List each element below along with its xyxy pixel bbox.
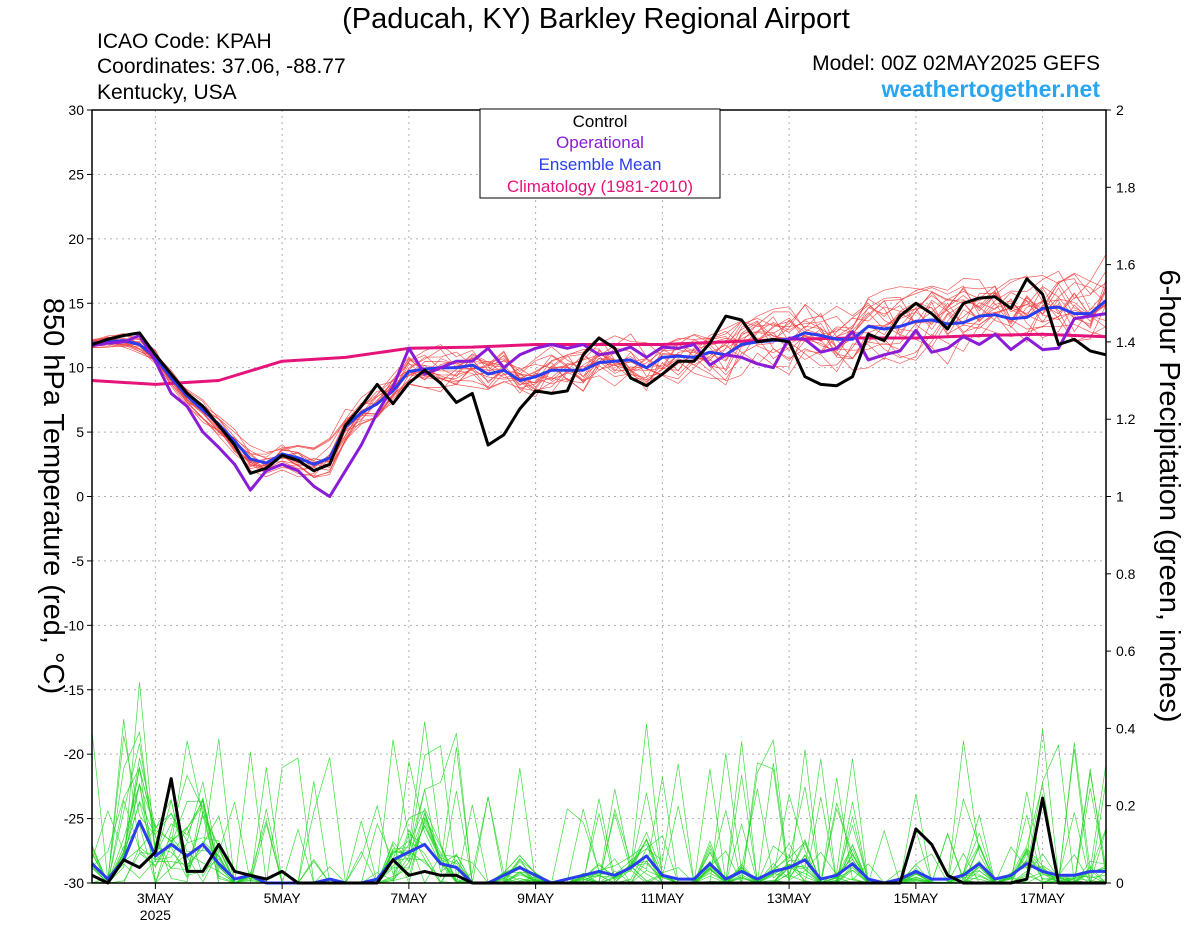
- y-tick-label: 5: [76, 424, 84, 440]
- y2-tick-label: 1.8: [1116, 179, 1136, 195]
- y2-tick-label: 0.8: [1116, 566, 1136, 582]
- y-tick-label: -20: [64, 746, 84, 762]
- icao-code: ICAO Code: KPAH: [97, 30, 272, 53]
- x-tick-label: 17MAY: [1020, 890, 1066, 906]
- operational-temp-line: [91, 312, 1107, 498]
- x-tick-label: 7MAY: [390, 890, 428, 906]
- legend-control: Control: [573, 112, 628, 131]
- temp-member-line: [91, 254, 1107, 477]
- site-link[interactable]: weathertogether.net: [880, 76, 1100, 102]
- chart-title: (Paducah, KY) Barkley Regional Airport: [342, 3, 850, 35]
- y2-tick-label: 1.6: [1116, 257, 1136, 273]
- legend-box: [479, 108, 721, 199]
- x-tick-label: 15MAY: [893, 890, 939, 906]
- ensemble-mean-precip-line: [90, 819, 1106, 885]
- x-tick-label: 9MAY: [517, 890, 555, 906]
- y-tick-label: 30: [68, 102, 84, 118]
- control-temp-line: [91, 277, 1107, 475]
- axis-ticks: 302520151050-5-10-15-20-25-3021.81.61.41…: [64, 102, 1136, 923]
- legend-operational: Operational: [556, 133, 644, 152]
- x-tick-label: 11MAY: [640, 890, 684, 906]
- y-tick-label: -5: [72, 553, 85, 569]
- y2-tick-label: 0.4: [1116, 720, 1136, 736]
- coordinates: Coordinates: 37.06, -88.77: [97, 55, 346, 78]
- y-tick-label: 10: [68, 360, 84, 376]
- y-tick-label: -10: [64, 617, 84, 633]
- legend-ensemble-mean: Ensemble Mean: [539, 155, 662, 174]
- y-tick-label: 20: [68, 231, 84, 247]
- legend: Control Operational Ensemble Mean Climat…: [479, 108, 721, 199]
- y-tick-label: -25: [64, 811, 84, 827]
- y-axis-label: 850 hPa Temperature (red, °C): [37, 298, 69, 694]
- y2-tick-label: 2: [1116, 102, 1124, 118]
- y2-tick-label: 1.4: [1116, 334, 1136, 350]
- y-tick-label: 15: [68, 295, 84, 311]
- region: Kentucky, USA: [97, 81, 237, 104]
- y2-tick-label: 0.6: [1116, 643, 1136, 659]
- y-tick-label: -30: [64, 875, 84, 891]
- x-tick-label: 13MAY: [767, 890, 813, 906]
- y2-tick-label: 1.2: [1116, 411, 1136, 427]
- temp-member-line: [91, 273, 1107, 467]
- y2-axis-label: 6-hour Precipitation (green, inches): [1153, 270, 1185, 723]
- y2-tick-label: 1: [1116, 489, 1124, 505]
- x-tick-label: 5MAY: [264, 890, 302, 906]
- y-tick-label: -15: [64, 682, 84, 698]
- y2-tick-label: 0: [1116, 875, 1124, 891]
- temp-member-line: [91, 285, 1107, 471]
- y-tick-label: 0: [76, 489, 84, 505]
- model-run: Model: 00Z 02MAY2025 GEFS: [812, 52, 1100, 75]
- climatology-1981-2010-temp-line: [91, 332, 1107, 386]
- y-tick-label: 25: [68, 166, 84, 182]
- x-tick-label: 3MAY: [137, 890, 175, 906]
- ensemble-mean-temp-line: [91, 299, 1107, 466]
- y2-tick-label: 0.2: [1116, 798, 1136, 814]
- legend-climatology: Climatology (1981-2010): [507, 177, 693, 196]
- x-tick-sublabel: 2025: [140, 907, 171, 923]
